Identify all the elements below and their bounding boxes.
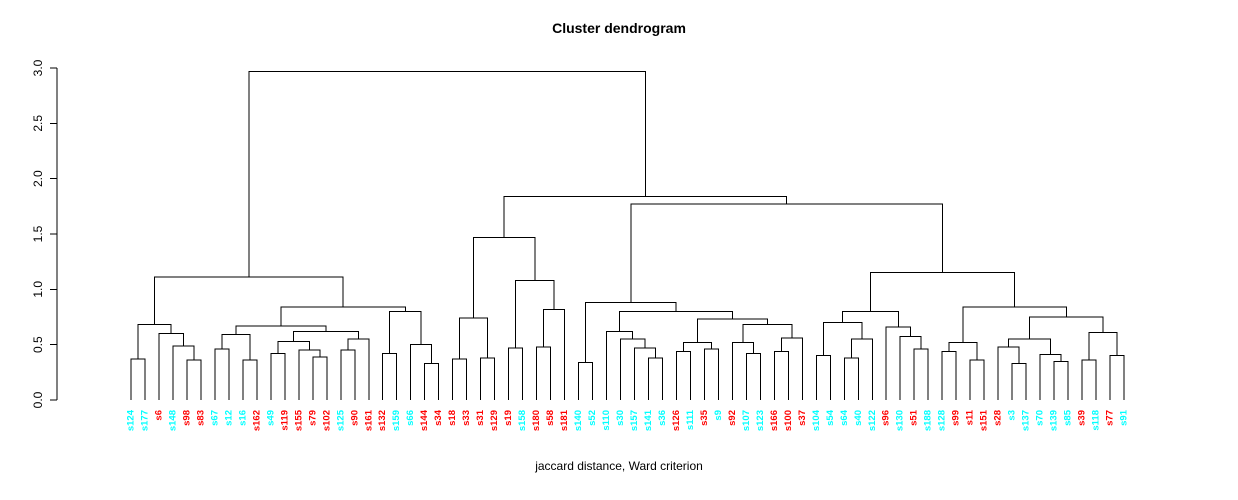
leaf-label: s49	[265, 410, 276, 426]
leaf-label: s177	[140, 410, 151, 431]
leaf-label: s98	[181, 410, 192, 426]
leaf-label: s137	[1021, 410, 1032, 431]
y-tick-label: 1.0	[31, 281, 45, 298]
leaf-label: s161	[363, 409, 374, 431]
leaf-label: s118	[1091, 410, 1102, 431]
leaf-label: s96	[881, 410, 892, 426]
leaf-label: s34	[433, 409, 444, 426]
leaf-label: s125	[335, 409, 346, 431]
leaf-label: s3	[1007, 410, 1018, 421]
leaf-label: s79	[307, 410, 318, 426]
leaf-label: s36	[657, 410, 668, 426]
leaf-label: s31	[475, 409, 486, 426]
leaf-label: s19	[503, 410, 514, 426]
leaf-label: s33	[461, 410, 472, 426]
leaf-label: s85	[1063, 409, 1074, 426]
leaf-label: s162	[251, 410, 262, 431]
leaf-label: s104	[811, 409, 822, 431]
leaf-label: s130	[895, 410, 906, 431]
leaf-label: s128	[937, 410, 948, 431]
leaf-label: s67	[209, 410, 220, 426]
leaf-label: s124	[126, 409, 137, 431]
leaf-label: s91	[1119, 409, 1130, 426]
leaf-label: s102	[321, 410, 332, 431]
leaf-label: s110	[601, 410, 612, 431]
leaf-label: s132	[377, 410, 388, 431]
leaf-label: s100	[783, 410, 794, 431]
leaf-label: s126	[671, 410, 682, 431]
leaf-label: s70	[1035, 410, 1046, 426]
leaf-label: s12	[223, 410, 234, 426]
leaf-label: s148	[168, 410, 179, 431]
y-tick-label: 2.5	[31, 115, 45, 132]
leaf-label: s18	[447, 410, 458, 426]
leaf-label: s158	[517, 410, 528, 431]
leaf-label: s166	[769, 410, 780, 431]
leaf-label: s144	[419, 409, 430, 431]
leaf-label: s37	[797, 410, 808, 426]
leaf-label: s90	[349, 410, 360, 426]
leaf-label: s58	[545, 410, 556, 426]
leaf-label: s157	[629, 410, 640, 431]
leaf-label: s139	[1049, 410, 1060, 431]
leaf-label: s9	[713, 410, 724, 421]
leaf-label: s140	[573, 410, 584, 431]
leaf-label: s141	[643, 409, 654, 431]
leaf-label: s35	[699, 409, 710, 426]
leaf-label: s16	[237, 410, 248, 426]
leaf-label: s54	[825, 409, 836, 426]
dendrogram-lines	[130, 70, 1125, 400]
leaf-label: s181	[559, 409, 570, 431]
leaf-label: s11	[965, 409, 976, 425]
leaf-label: s40	[853, 410, 864, 426]
leaf-label: s155	[293, 409, 304, 431]
y-tick-label: 0.5	[31, 336, 45, 353]
leaf-label: s151	[979, 409, 990, 431]
leaf-label: s66	[405, 410, 416, 426]
leaf-label: s159	[391, 410, 402, 431]
x-axis-caption: jaccard distance, Ward criterion	[535, 459, 703, 473]
leaf-label: s180	[531, 410, 542, 431]
leaf-label: s6	[154, 410, 165, 421]
leaf-label: s51	[909, 409, 920, 426]
leaf-label: s99	[951, 410, 962, 426]
leaf-label: s188	[923, 410, 934, 431]
chart-title: Cluster dendrogram	[552, 20, 686, 36]
leaf-label: s122	[867, 410, 878, 431]
leaf-label: s119	[279, 410, 290, 431]
leaf-label: s77	[1105, 410, 1116, 426]
leaf-label: s28	[993, 410, 1004, 426]
leaf-label: s30	[615, 410, 626, 426]
leaf-label: s83	[195, 410, 206, 426]
y-tick-label: 0.0	[31, 391, 45, 408]
leaf-label: s92	[727, 410, 738, 426]
leaf-label: s123	[755, 410, 766, 431]
y-tick-label: 1.5	[31, 225, 45, 242]
leaf-label: s107	[741, 410, 752, 431]
y-tick-label: 2.0	[31, 170, 45, 187]
leaf-label: s52	[587, 410, 598, 426]
leaf-label: s39	[1077, 410, 1088, 426]
leaf-label: s64	[839, 409, 850, 426]
y-tick-label: 3.0	[31, 59, 45, 76]
leaf-label: s129	[489, 410, 500, 431]
leaf-label: s111	[685, 409, 696, 430]
